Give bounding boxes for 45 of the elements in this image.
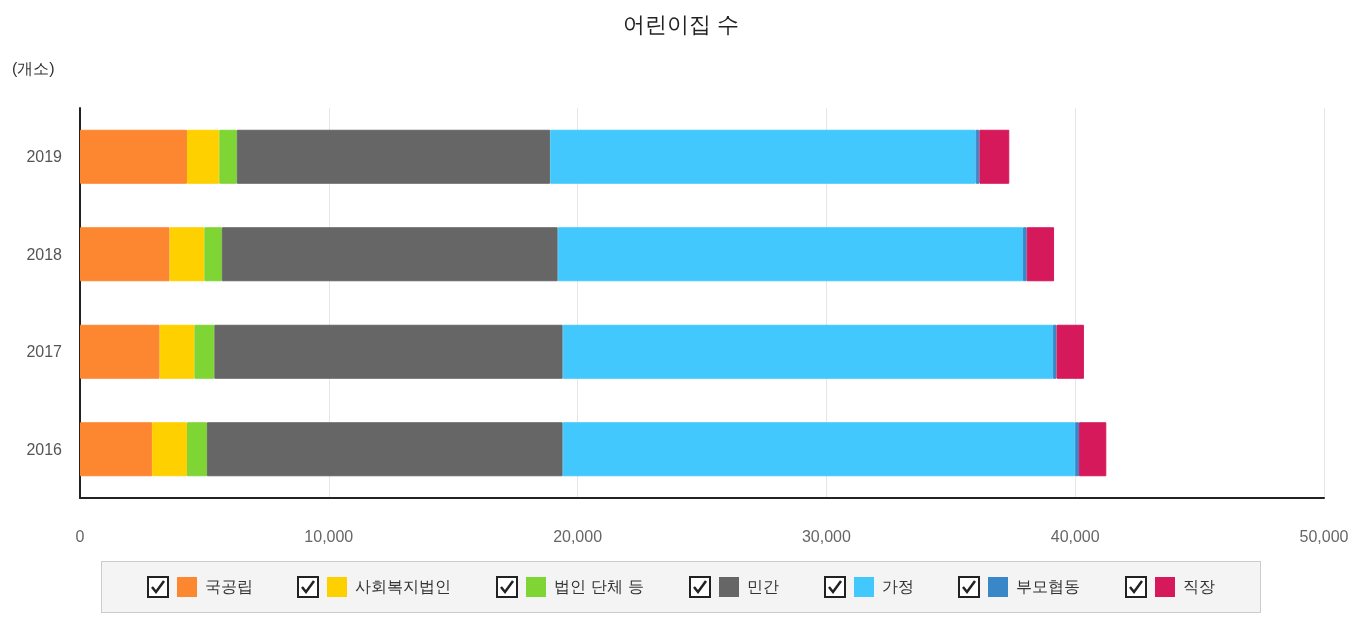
bar (1056, 324, 1084, 379)
bar (159, 324, 195, 379)
x-tick-label: 50,000 (1299, 527, 1349, 545)
bar (1075, 422, 1079, 477)
bar (80, 324, 160, 379)
bar (169, 227, 205, 282)
bar (562, 324, 1053, 379)
x-axis-title: (개소) (12, 59, 55, 77)
y-tick-label: 2017 (26, 343, 63, 361)
bar (214, 324, 563, 379)
bar (80, 227, 170, 282)
chart-title: 어린이집 수 (622, 11, 740, 37)
bar (194, 324, 215, 379)
legend-label: 직장 (1183, 576, 1216, 598)
bar (979, 129, 1010, 184)
bar (152, 422, 187, 477)
legend-label: 민간 (747, 576, 780, 598)
x-tick-label: 20,000 (553, 527, 603, 545)
bar (219, 129, 237, 184)
bar (206, 422, 563, 477)
legend-label: 사회복지법인 (355, 576, 452, 598)
x-tick-label: 10,000 (304, 527, 354, 545)
bar (1022, 227, 1027, 282)
x-tick-label: 30,000 (801, 527, 851, 545)
x-tick-label: 0 (75, 527, 85, 545)
bar (80, 129, 187, 184)
bar (186, 129, 220, 184)
y-tick-label: 2016 (26, 440, 63, 458)
bar (80, 422, 153, 477)
legend-label: 법인 단체 등 (554, 576, 645, 598)
bar (557, 227, 1023, 282)
bar (1078, 422, 1107, 477)
x-tick-label: 40,000 (1050, 527, 1100, 545)
bar (186, 422, 207, 477)
bar (204, 227, 222, 282)
y-tick-label: 2018 (26, 245, 63, 263)
legend-label: 가정 (881, 576, 914, 598)
y-tick-label: 2019 (26, 148, 63, 166)
bar (236, 129, 551, 184)
bar (1026, 227, 1055, 282)
legend-label: 국공립 (204, 576, 253, 598)
bar (221, 227, 558, 282)
legend-label: 부모협동 (1016, 576, 1081, 598)
bar (550, 129, 976, 184)
bar (562, 422, 1076, 477)
